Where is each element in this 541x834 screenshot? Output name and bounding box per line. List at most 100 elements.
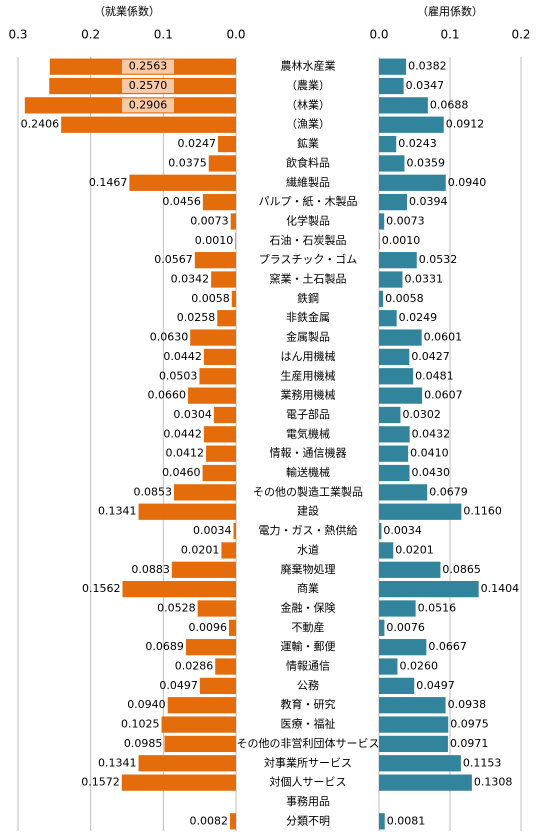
bar	[379, 387, 423, 404]
bar	[379, 155, 405, 172]
category-label: 窯業・土石製品	[270, 272, 347, 286]
value-label: 0.0082	[190, 814, 229, 827]
value-label: 0.0938	[448, 698, 487, 711]
bar	[199, 368, 236, 385]
value-label: 0.1404	[481, 582, 519, 595]
value-label: 0.0497	[159, 679, 198, 692]
value-label: 0.0427	[411, 350, 450, 363]
bar	[379, 329, 422, 346]
value-label: 0.0630	[150, 331, 189, 344]
bar	[202, 193, 236, 211]
value-label: 0.0010	[382, 234, 421, 247]
value-label: 0.0481	[415, 369, 454, 382]
value-label: 0.1562	[82, 582, 121, 595]
bar	[231, 290, 236, 308]
label-bg	[122, 79, 174, 94]
category-label: 事務用品	[286, 794, 330, 808]
bar	[379, 755, 461, 772]
bar	[202, 464, 236, 482]
category-label: （林業）	[286, 97, 330, 111]
category-label: はん用機械	[281, 349, 336, 363]
category-label: 運輸・郵便	[281, 639, 336, 653]
value-label: 0.0081	[387, 814, 426, 827]
value-label: 0.0442	[163, 427, 202, 440]
value-label: 0.0010	[195, 234, 234, 247]
category-label: その他の非営利団体サービス	[237, 736, 380, 750]
bar	[194, 252, 236, 269]
axis-title: （雇用係数）	[417, 4, 483, 18]
value-label: 0.0883	[131, 563, 170, 576]
category-label: 電気機械	[286, 426, 330, 440]
bar	[229, 619, 236, 636]
bar	[379, 619, 385, 636]
bar	[203, 426, 236, 443]
value-label: 0.0460	[162, 466, 201, 479]
bar	[379, 677, 415, 695]
value-label: 0.0058	[385, 292, 424, 305]
value-label: 0.0667	[428, 640, 467, 653]
bar	[379, 658, 398, 675]
bar	[379, 97, 428, 114]
value-label: 0.0442	[163, 350, 202, 363]
value-label: 0.0912	[446, 118, 485, 131]
label-bg	[122, 59, 174, 74]
bar	[221, 542, 236, 559]
bar	[174, 484, 236, 501]
value-label: 0.0503	[159, 369, 198, 382]
bar	[217, 310, 236, 327]
value-label: 0.0260	[399, 660, 438, 673]
value-label: 0.0410	[410, 447, 449, 460]
category-label: プラスチック・ゴム	[259, 252, 358, 266]
value-label: 0.0412	[166, 447, 205, 460]
category-label: 業務用機械	[281, 388, 336, 402]
value-label: 0.0034	[383, 524, 422, 537]
bar	[379, 639, 427, 656]
bar	[379, 580, 479, 598]
bar	[379, 813, 385, 830]
bar	[190, 329, 236, 346]
value-label: 0.1308	[474, 776, 513, 789]
value-label: 0.0516	[418, 601, 457, 614]
bar	[203, 348, 236, 366]
bar	[379, 503, 462, 520]
value-label: 0.2406	[21, 118, 60, 131]
value-label: 0.0073	[386, 214, 425, 227]
category-label: その他の製造工業製品	[253, 484, 363, 498]
category-label: 化学製品	[286, 213, 330, 227]
bar	[379, 464, 410, 482]
value-label: 0.0331	[405, 273, 444, 286]
value-label: 0.0249	[399, 311, 438, 324]
category-label: 非鉄金属	[286, 310, 330, 324]
bar	[379, 135, 397, 153]
value-label: 0.0430	[412, 466, 451, 479]
value-label: 0.0679	[429, 485, 468, 498]
bar	[121, 774, 236, 791]
value-label: 0.2906	[129, 98, 168, 111]
value-label: 0.0532	[419, 253, 458, 266]
value-label: 0.0034	[193, 524, 232, 537]
value-label: 0.1341	[98, 756, 137, 769]
bar	[379, 600, 416, 617]
bar	[379, 368, 414, 385]
x-tick-label: 0.0	[369, 28, 388, 42]
bar	[167, 697, 236, 714]
value-label: 0.1341	[98, 505, 137, 518]
category-label: 不動産	[292, 620, 325, 634]
bar	[379, 348, 410, 366]
category-label: 対個人サービス	[270, 775, 347, 789]
value-label: 0.2563	[129, 60, 168, 73]
category-label: 飲食料品	[286, 155, 330, 169]
category-label: 石油・石炭製品	[270, 233, 347, 247]
value-label: 0.0201	[395, 543, 434, 556]
bar	[379, 406, 401, 424]
axis-title: （就業係数）	[94, 4, 160, 18]
bar	[138, 755, 236, 772]
value-label: 0.0456	[162, 195, 201, 208]
bar	[218, 135, 236, 153]
value-label: 0.0076	[386, 621, 425, 634]
value-label: 0.0342	[171, 273, 210, 286]
category-label: 対事業所サービス	[264, 755, 352, 769]
bar	[206, 445, 236, 462]
bar	[379, 271, 403, 288]
category-label: 廃棄物処理	[281, 562, 336, 576]
